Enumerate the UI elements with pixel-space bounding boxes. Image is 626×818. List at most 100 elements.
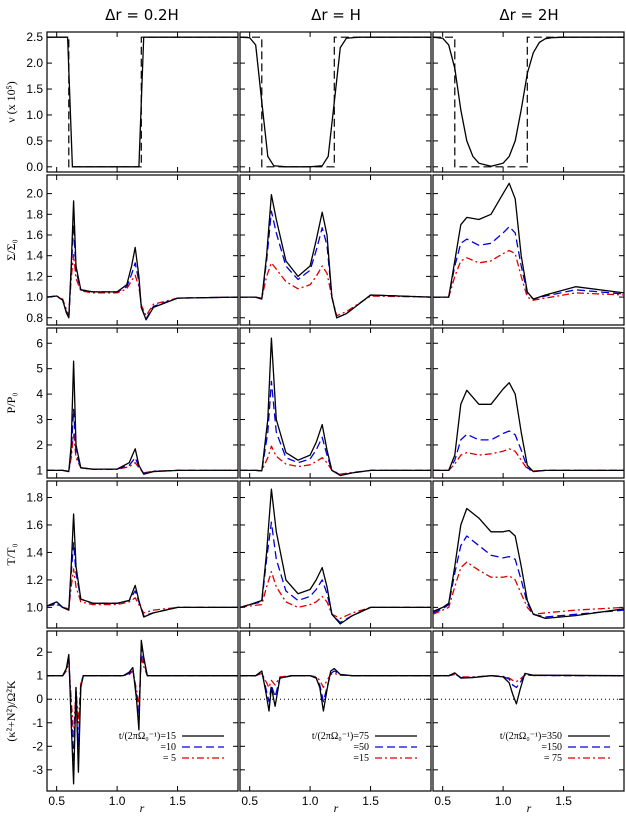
legends-layer: t/(2πΩ₀⁻¹)=15=10= 5 t/(2πΩ₀⁻¹)=75=50=15 t/…: [119, 731, 610, 764]
legend-label-0: t/(2πΩ₀⁻¹)=75: [312, 731, 369, 742]
x-tick-label: 0.5: [48, 794, 65, 808]
x-tick-label: 1.0: [109, 794, 126, 808]
panel-nu-1: [239, 31, 432, 173]
x-tick-label: 1.5: [555, 794, 572, 808]
column-title-1: Δr = H: [311, 6, 361, 24]
panel-sigma-2: [432, 174, 625, 326]
y-tick-label: 1.8: [26, 490, 43, 504]
x-tick-label: 1.0: [495, 794, 512, 808]
y-axis-label-temperature: T/T₀: [4, 543, 18, 565]
x-tick-label: 0.5: [434, 794, 451, 808]
series-step-profile: [240, 36, 431, 168]
panel-nu-0: 0.0 0.5 1.0 1.5 2.0 2.5: [26, 30, 239, 174]
y-tick-label: 0.0: [26, 160, 43, 174]
series-line-1: [240, 670, 431, 703]
legend-label-2: =15: [353, 753, 369, 764]
y-tick-label: 1.0: [26, 108, 43, 122]
series-line-1: [433, 226, 624, 300]
series-line-2: [47, 432, 238, 474]
series-line-0: [240, 194, 431, 319]
series-line-0: [433, 507, 624, 620]
legend-label-1: =10: [160, 742, 176, 753]
panel-frame: [432, 480, 625, 629]
series-line-0: [240, 667, 431, 712]
y-tick-label: 2.5: [26, 30, 43, 44]
y-axis-label-nu: ν (x 10⁵): [4, 81, 18, 123]
y-tick-label: 3: [36, 413, 43, 427]
panel-temperature-0: 1.0 1.2 1.4 1.6 1.8: [26, 480, 239, 629]
series-line-2: [433, 249, 624, 301]
y-tick-label: 2.0: [26, 187, 43, 201]
x-labels-layer: r r r: [140, 801, 532, 815]
x-tick-label: 1.5: [169, 794, 186, 808]
series-line-0: [47, 360, 238, 475]
series-line-0: [240, 337, 431, 477]
y-tick-label: 1.8: [26, 207, 43, 221]
y-tick-label: 1.0: [26, 290, 43, 304]
y-tick-label: 1.6: [26, 228, 43, 242]
panel-frame: [46, 630, 239, 792]
legend-label-1: =50: [353, 742, 369, 753]
panel-kappa-0: -3 -2 -1 0 1 2 0.5 1.0 1.5: [32, 630, 239, 808]
panel-frame: [46, 480, 239, 629]
x-tick-label: 0.5: [241, 794, 258, 808]
y-axis-label-sigma: Σ/Σ₀: [4, 239, 18, 261]
panel-frame: [239, 174, 432, 326]
panel-temperature-1: [239, 480, 432, 629]
series-line-0: [433, 382, 624, 473]
panel-frame: [239, 327, 432, 479]
y-axis-label-pressure: P/P₀: [4, 393, 18, 414]
y-tick-label: 2: [36, 645, 43, 659]
x-tick-label: 1.5: [362, 794, 379, 808]
series-line-2: [47, 254, 238, 317]
legend-label-0: t/(2πΩ₀⁻¹)=15: [119, 731, 176, 742]
legend-label-2: = 5: [163, 753, 176, 764]
series-line-2: [433, 561, 624, 615]
column-titles: Δr = 0.2H Δr = H Δr = 2H: [105, 6, 559, 24]
y-tick-label: 1.2: [26, 573, 43, 587]
y-tick-label: 1: [36, 669, 43, 683]
panel-frame: [239, 630, 432, 792]
y-tick-label: 1: [36, 463, 43, 477]
y-tick-label: 6: [36, 336, 43, 350]
y-tick-label: 2: [36, 438, 43, 452]
series-line-2: [47, 568, 238, 614]
x-axis-label-1: r: [334, 801, 339, 815]
series-line-1: [433, 430, 624, 472]
y-tick-label: 1.4: [26, 249, 43, 263]
y-tick-label: -2: [32, 739, 43, 753]
y-labels-layer: ν (x 10⁵) Σ/Σ₀ P/P₀ T/T₀ (κ²+N²)/Ω²K: [4, 81, 18, 741]
y-tick-label: -1: [32, 716, 43, 730]
legend-label-2: = 75: [544, 753, 562, 764]
panel-frame: [46, 327, 239, 479]
panel-frame: [46, 31, 239, 173]
panel-nu-2: [432, 31, 625, 173]
x-axis-label-2: r: [527, 801, 532, 815]
panel-frame: [239, 31, 432, 173]
series-smooth-profile: [47, 36, 238, 168]
y-tick-label: -3: [32, 763, 43, 777]
panels-layer: 0.0 0.5 1.0 1.5 2.0 2.5 0.8 1.0 1.2 1.4 1.6 1.8 2.0 1…: [26, 30, 625, 808]
y-tick-label: 4: [36, 387, 43, 401]
x-tick-label: 1.0: [302, 794, 319, 808]
panel-kappa-1: 0.5 1.0 1.5: [239, 630, 432, 808]
series-line-2: [240, 262, 431, 317]
series-step-profile: [433, 36, 624, 168]
y-tick-label: 0.8: [26, 311, 43, 325]
panel-pressure-1: [239, 327, 432, 479]
series-line-0: [47, 639, 238, 785]
y-tick-label: 0: [36, 692, 43, 706]
column-title-2: Δr = 2H: [499, 6, 558, 24]
panel-frame: [432, 327, 625, 479]
series-line-2: [433, 448, 624, 472]
series-line-0: [47, 200, 238, 321]
y-axis-label-kappa: (κ²+N²)/Ω²K: [4, 680, 18, 742]
series-line-0: [240, 488, 431, 625]
y-tick-label: 1.2: [26, 269, 43, 283]
panel-temperature-2: [432, 480, 625, 629]
series-line-0: [433, 182, 624, 300]
series-line-1: [47, 224, 238, 320]
panel-pressure-0: 1 2 3 4 5 6: [36, 327, 239, 479]
panel-frame: [432, 630, 625, 792]
